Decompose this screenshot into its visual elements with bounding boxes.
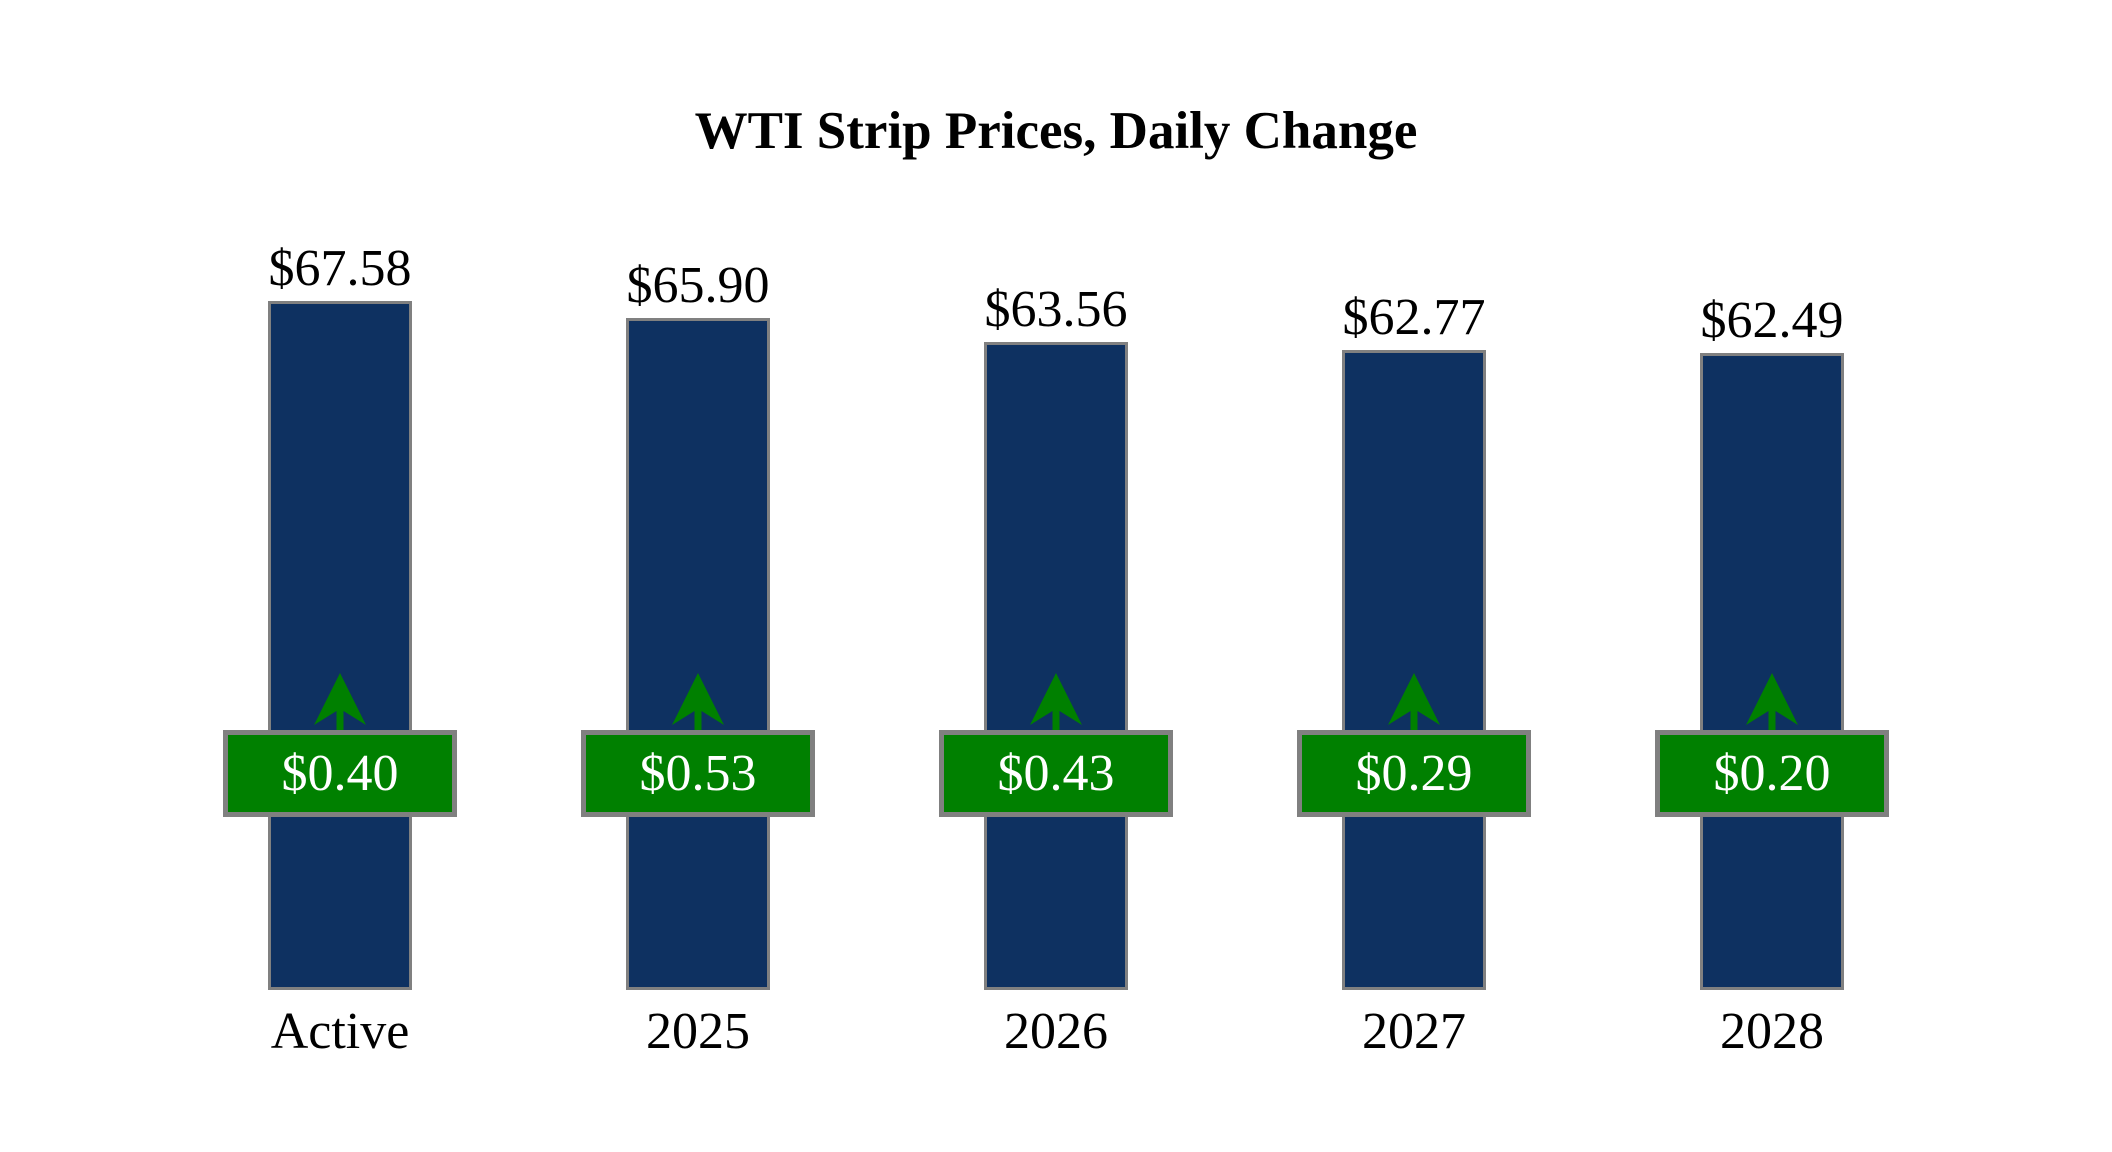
bar-group: $0.43 $63.56 2026 (877, 0, 1235, 1152)
price-bar (268, 301, 412, 990)
change-label: $0.43 (997, 744, 1115, 802)
price-label: $62.77 (1342, 289, 1486, 346)
chart-title: WTI Strip Prices, Daily Change (694, 102, 1418, 160)
change-label: $0.20 (1713, 744, 1831, 802)
price-bar (1700, 353, 1844, 990)
up-arrow-icon (1388, 673, 1440, 730)
price-label: $67.58 (268, 240, 412, 297)
category-label: 2027 (1362, 1003, 1466, 1060)
bar-group: $0.20 $62.49 2028 (1593, 0, 1951, 1152)
price-bar (984, 342, 1128, 990)
category-label: 2028 (1720, 1003, 1824, 1060)
change-label: $0.29 (1355, 744, 1473, 802)
bar-group: $0.29 $62.77 2027 (1235, 0, 1593, 1152)
category-label: Active (270, 1003, 410, 1060)
change-badge: $0.29 (1297, 730, 1531, 817)
bar-group: $0.53 $65.90 2025 (519, 0, 877, 1152)
up-arrow-icon (1746, 673, 1798, 730)
category-label: 2026 (1004, 1003, 1108, 1060)
price-label: $63.56 (984, 281, 1128, 338)
up-arrow-icon (672, 673, 724, 730)
bar-group: $0.40 $67.58 Active (161, 0, 519, 1152)
change-badge: $0.40 (223, 730, 457, 817)
change-label: $0.40 (281, 744, 399, 802)
up-arrow-icon (1030, 673, 1082, 730)
price-label: $65.90 (626, 257, 770, 314)
price-label: $62.49 (1700, 292, 1844, 349)
change-badge: $0.43 (939, 730, 1173, 817)
price-bar (626, 318, 770, 990)
change-badge: $0.53 (581, 730, 815, 817)
up-arrow-icon (314, 673, 366, 730)
change-badge: $0.20 (1655, 730, 1889, 817)
category-label: 2025 (646, 1003, 750, 1060)
price-bar (1342, 350, 1486, 990)
change-label: $0.53 (639, 744, 757, 802)
